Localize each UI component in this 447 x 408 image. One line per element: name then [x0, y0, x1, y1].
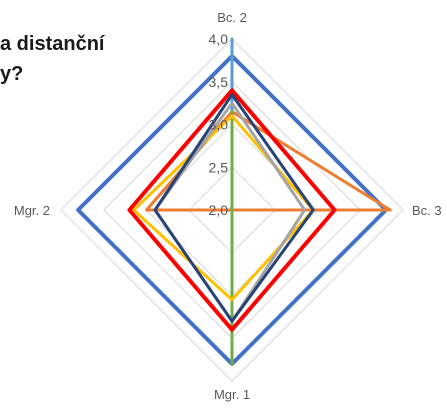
- axis-label-1: Bc. 3: [412, 203, 442, 218]
- radar-series: [76, 37, 392, 366]
- axis-label-3: Mgr. 2: [14, 203, 50, 218]
- axis-label-2: Mgr. 1: [214, 387, 250, 402]
- grid-ring-4: [60, 38, 404, 382]
- series-line-6: [127, 88, 337, 332]
- series-line-7: [153, 93, 315, 323]
- tick-label-2: 3,0: [209, 117, 229, 133]
- chart-title-line-1: a distanční: [0, 33, 106, 55]
- tick-label-0: 2,0: [209, 202, 229, 218]
- tick-labels: 2,0 2,5 3,0 3,5 4,0: [209, 31, 229, 218]
- tick-label-1: 2,5: [209, 159, 229, 175]
- tick-label-3: 3,5: [209, 74, 229, 90]
- axis-labels: Bc. 2 Bc. 3 Mgr. 1 Mgr. 2: [14, 10, 442, 402]
- chart-title-line-2: y?: [0, 63, 23, 85]
- axis-label-0: Bc. 2: [217, 10, 247, 25]
- tick-label-4: 4,0: [209, 31, 229, 47]
- series-line-4: [132, 114, 315, 302]
